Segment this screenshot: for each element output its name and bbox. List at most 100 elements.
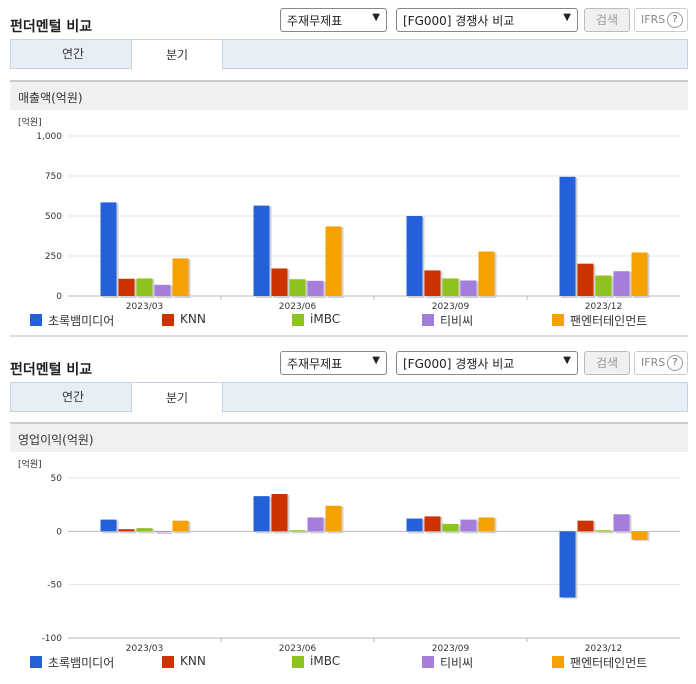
bar [577,263,594,296]
bar-shadow [291,531,308,534]
metric-title: 매출액(억원) [10,80,688,110]
bar [253,496,270,532]
header-2: 펀더멘털 비교 주재무제표 ▼ [FG000] 경쟁사 비교 ▼ 검색 IFRS… [0,351,696,381]
tab-annual[interactable]: 연간 [61,390,85,404]
bar [307,517,324,532]
legend-label: 티비씨 [440,314,474,328]
header-1: 펀더멘털 비교 주재무제표 ▼ [FG000] 경쟁사 비교 ▼ 검색 IFRS… [0,8,696,38]
chevron-down-icon: ▼ [372,355,380,366]
x-tick-label: 2023/12 [585,302,622,312]
ifrs-help-button[interactable]: IFRS ? [634,351,688,375]
legend-label: 팬엔터테인먼트 [570,656,648,670]
tab-quarterly[interactable]: 분기 [131,382,223,413]
bar [271,494,288,532]
period-tabs-1: 연간 분기 [10,39,688,70]
x-tick-label: 2023/03 [126,644,163,654]
bar [307,280,324,296]
page-title: 펀더멘털 비교 [10,362,93,378]
bar [613,514,630,532]
bar [406,216,423,296]
bar [559,176,576,296]
legend-swatch [292,314,304,326]
bar [289,530,306,532]
bar [118,278,135,296]
statement-select[interactable]: 주재무제표 ▼ [280,351,387,375]
y-tick-label: 500 [45,212,62,222]
legend-label: iMBC [310,312,341,326]
bar [100,519,117,532]
chevron-down-icon: ▼ [563,355,571,366]
bar [613,271,630,296]
search-button[interactable]: 검색 [584,8,630,32]
bar [577,520,594,532]
statement-select[interactable]: 주재무제표 ▼ [280,8,387,32]
ifrs-label: IFRS [641,13,666,26]
legend-swatch [162,656,174,668]
bar [172,258,189,296]
bar [154,284,171,296]
legend-swatch [162,314,174,326]
y-tick-label: 250 [45,252,62,262]
compare-select[interactable]: [FG000] 경쟁사 비교 ▼ [396,351,578,375]
x-tick-label: 2023/06 [279,302,317,312]
legend-label: 팬엔터테인먼트 [570,314,648,328]
operating-profit-chart: [억원] -100 -50 0 50 2023/03 2023/06 2023/09 2023/… [18,458,680,654]
chevron-down-icon: ▼ [563,12,571,23]
unit-label: [억원] [18,116,42,128]
unit-label: [억원] [18,458,42,470]
legend-swatch [30,656,42,668]
legend: 초록뱀미디어 KNN iMBC 티비씨 팬엔터테인먼트 [30,312,690,328]
y-tick-label: -100 [42,634,63,644]
bar [136,278,153,296]
bar [271,268,288,296]
bar [424,270,441,296]
bar-shadow [156,532,173,535]
x-tick-label: 2023/12 [585,644,622,654]
compare-select[interactable]: [FG000] 경쟁사 비교 ▼ [396,8,578,32]
bar [595,275,612,296]
y-tick-label: 1,000 [36,132,62,142]
ifrs-label: IFRS [641,356,666,369]
section-divider [10,335,688,337]
bar [442,523,459,532]
bar [559,531,576,598]
compare-select-value: [FG000] 경쟁사 비교 [403,357,515,371]
bar [100,202,117,296]
legend-swatch [422,314,434,326]
compare-select-value: [FG000] 경쟁사 비교 [403,14,515,28]
page-title: 펀더멘털 비교 [10,19,93,35]
bar [289,279,306,296]
bar [325,226,342,296]
bar-shadow [597,531,614,534]
legend: 초록뱀미디어 KNN iMBC 티비씨 팬엔터테인먼트 [30,654,690,670]
legend-label: 초록뱀미디어 [48,656,115,670]
x-tick-label: 2023/09 [432,644,470,654]
legend-swatch [30,314,42,326]
bar [424,516,441,532]
legend-label: KNN [180,654,206,668]
statement-select-value: 주재무제표 [287,357,343,371]
x-tick-label: 2023/03 [126,302,163,312]
legend-label: 티비씨 [440,656,474,670]
y-tick-label: 0 [56,527,62,537]
search-button[interactable]: 검색 [584,351,630,375]
help-icon: ? [667,355,683,371]
period-tabs-2: 연간 분기 [10,382,688,413]
help-icon: ? [667,12,683,28]
x-tick-label: 2023/06 [279,644,317,654]
bar [631,252,648,296]
bar [460,280,477,296]
y-tick-label: 50 [51,474,63,484]
bar [478,517,495,532]
bar [631,531,648,540]
legend-swatch [552,314,564,326]
x-tick-label: 2023/09 [432,302,470,312]
tab-annual[interactable]: 연간 [61,47,85,61]
statement-select-value: 주재무제표 [287,14,343,28]
legend-label: iMBC [310,654,341,668]
legend-swatch [292,656,304,668]
tab-quarterly[interactable]: 분기 [131,39,223,70]
bar [595,530,612,532]
bar [478,251,495,296]
ifrs-help-button[interactable]: IFRS ? [634,8,688,32]
